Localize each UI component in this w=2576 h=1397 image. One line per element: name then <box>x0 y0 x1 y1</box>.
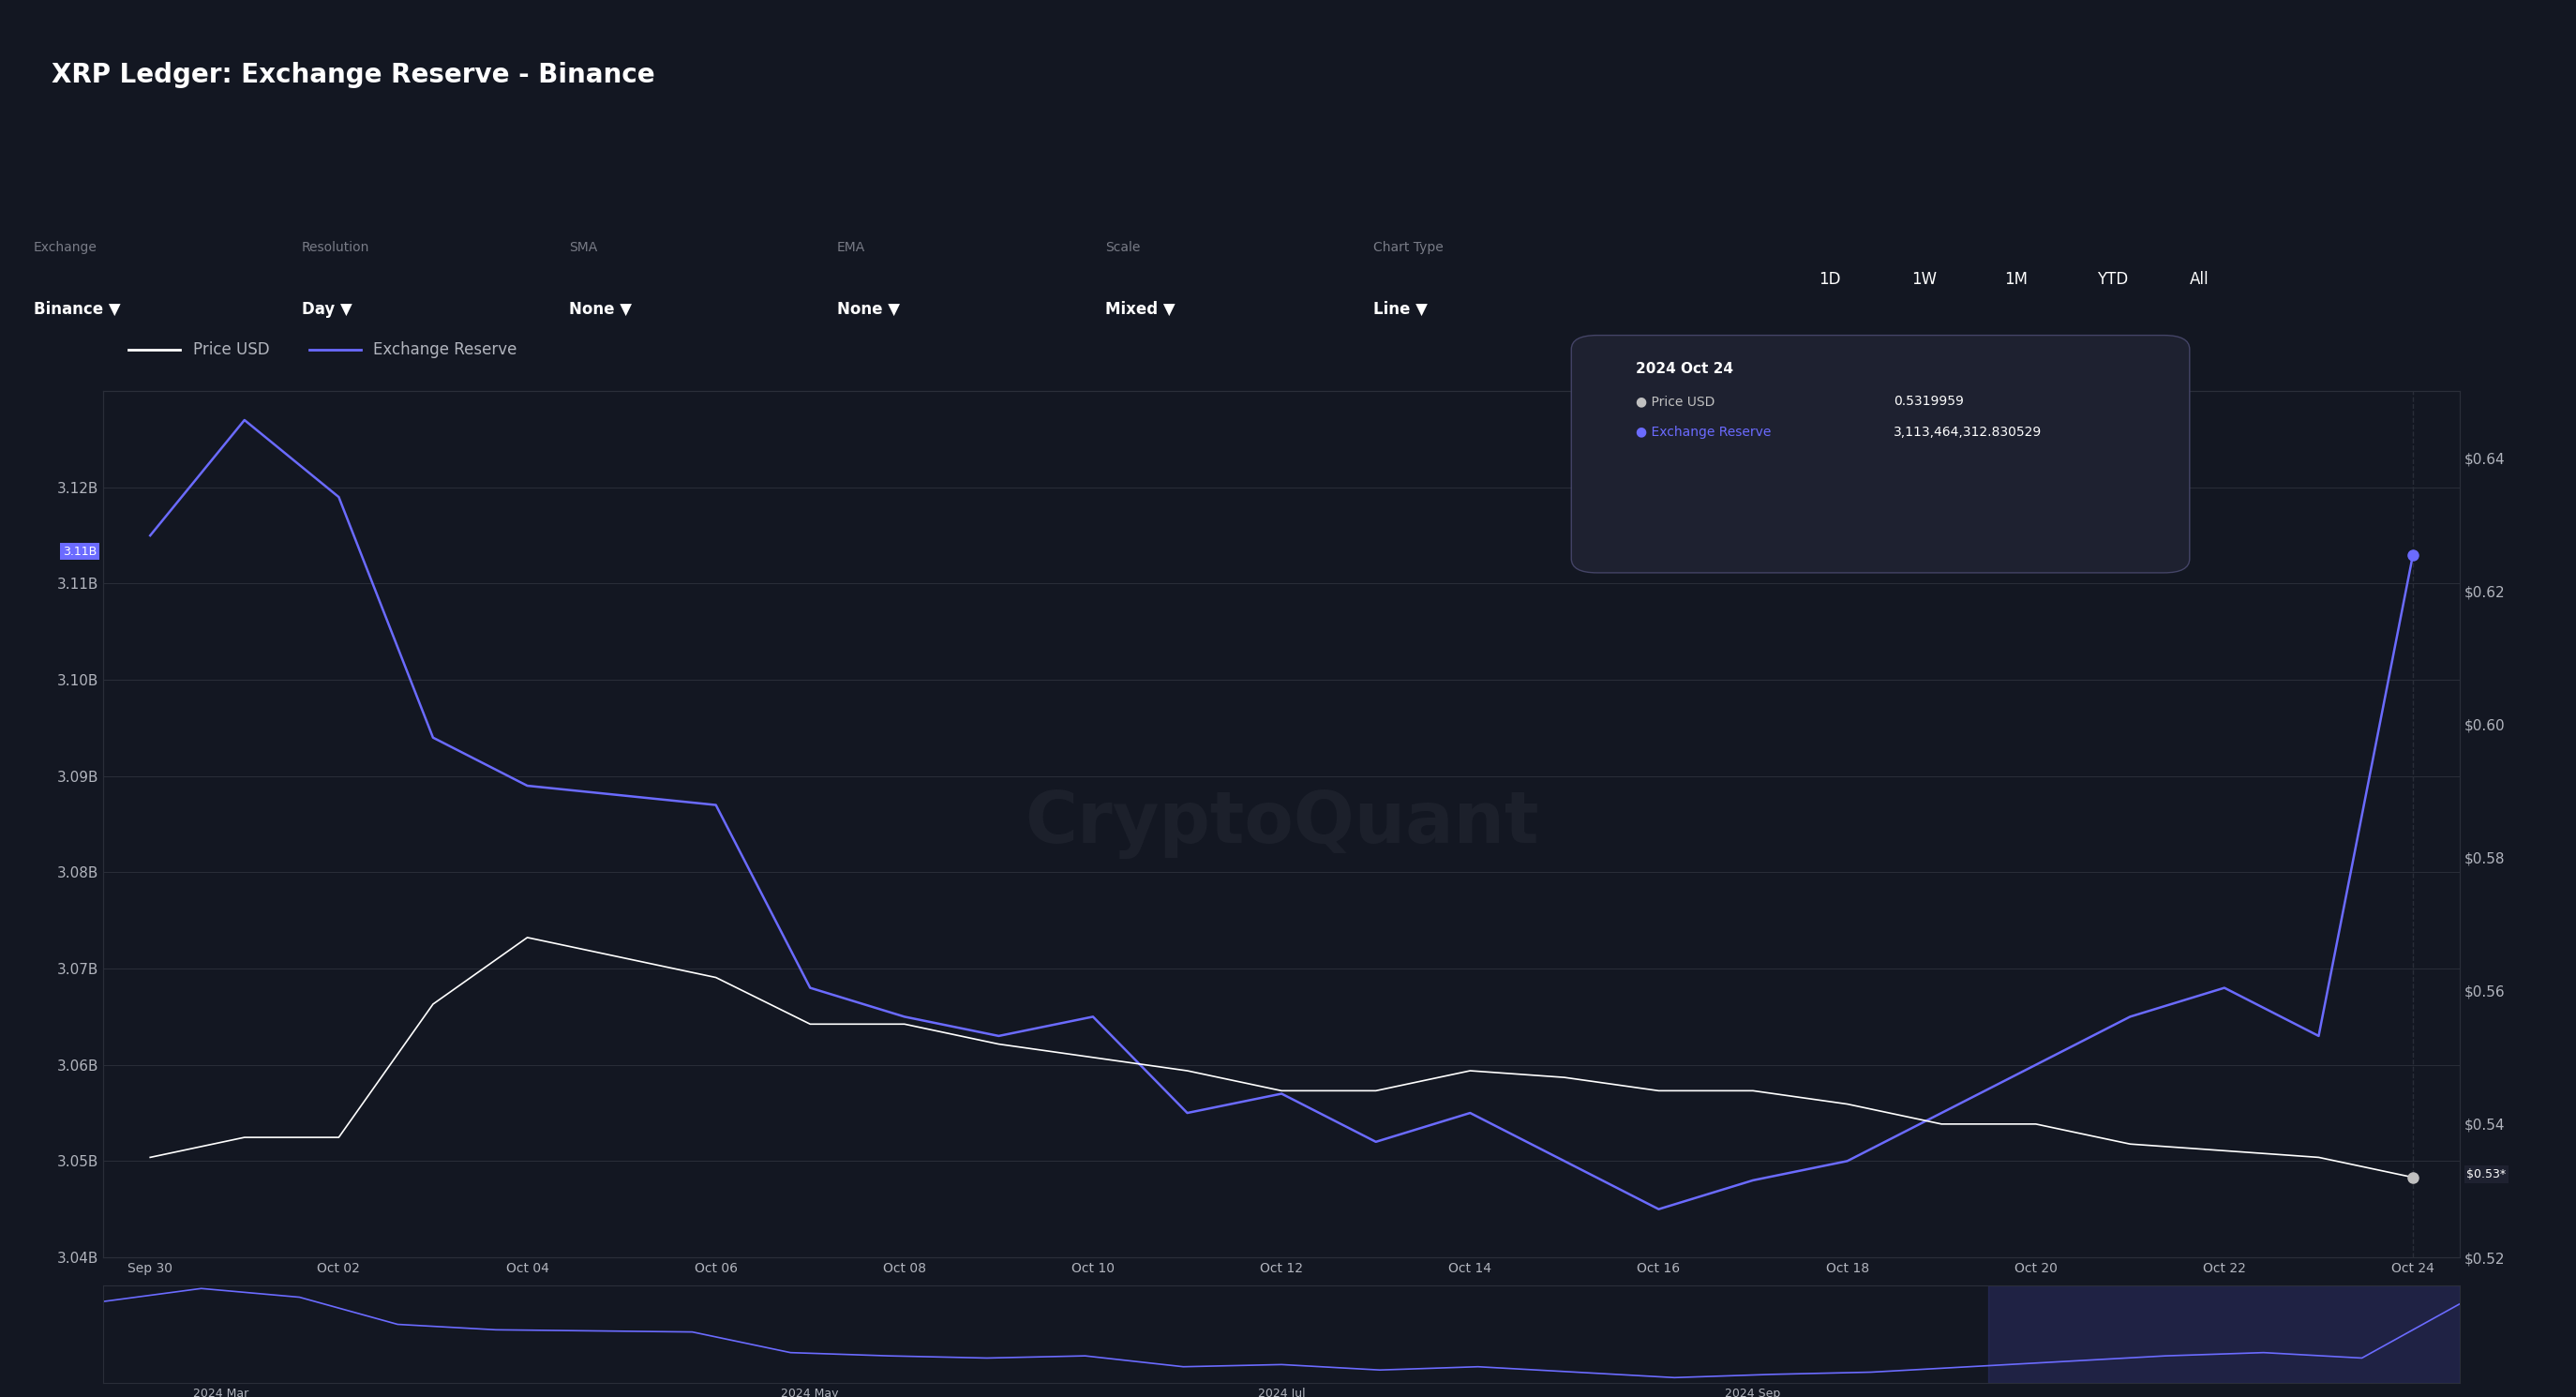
Text: Line ▼: Line ▼ <box>1373 302 1427 319</box>
Text: CryptoQuant: CryptoQuant <box>1025 789 1538 859</box>
Text: None ▼: None ▼ <box>569 302 631 319</box>
Text: Binance ▼: Binance ▼ <box>33 302 121 319</box>
Text: Chart Type: Chart Type <box>1373 242 1443 254</box>
Text: Resolution: Resolution <box>301 242 368 254</box>
Text: $0.53*: $0.53* <box>2468 1168 2506 1180</box>
Text: Day ▼: Day ▼ <box>301 302 353 319</box>
Text: XRP Ledger: Exchange Reserve - Binance: XRP Ledger: Exchange Reserve - Binance <box>52 63 654 88</box>
Text: All: All <box>2190 271 2210 288</box>
Text: 1W: 1W <box>1911 271 1937 288</box>
Text: 1D: 1D <box>1819 271 1842 288</box>
Text: Mixed ▼: Mixed ▼ <box>1105 302 1175 319</box>
Text: Exchange: Exchange <box>33 242 98 254</box>
Text: SMA: SMA <box>569 242 598 254</box>
Text: ● Price USD: ● Price USD <box>1636 395 1716 408</box>
Text: Exchange Reserve: Exchange Reserve <box>374 341 518 358</box>
Text: ● Exchange Reserve: ● Exchange Reserve <box>1636 426 1772 439</box>
Text: 2024 Oct 24: 2024 Oct 24 <box>1636 362 1734 376</box>
Text: 3,113,464,312.830529: 3,113,464,312.830529 <box>1893 426 2043 439</box>
Bar <box>1989 1285 2460 1383</box>
Text: Scale: Scale <box>1105 242 1141 254</box>
Text: 0.5319959: 0.5319959 <box>1893 395 1963 408</box>
Text: None ▼: None ▼ <box>837 302 899 319</box>
Text: 1M: 1M <box>2004 271 2027 288</box>
Text: Price USD: Price USD <box>193 341 270 358</box>
Text: 3.11B: 3.11B <box>62 545 95 557</box>
Text: EMA: EMA <box>837 242 866 254</box>
Text: YTD: YTD <box>2097 271 2128 288</box>
